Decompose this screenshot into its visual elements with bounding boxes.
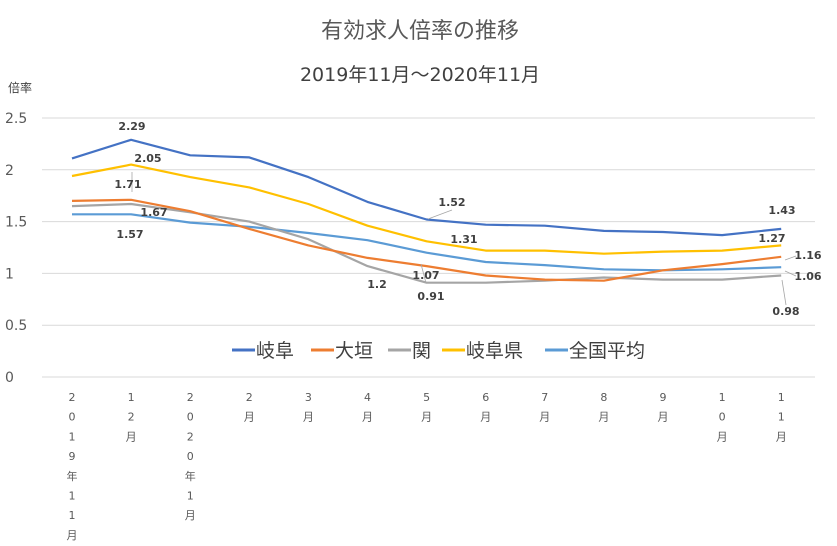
y-tick-label: 0 bbox=[5, 370, 14, 386]
series-line-3 bbox=[71, 163, 782, 255]
leader-line bbox=[784, 270, 797, 277]
data-label: 1.31 bbox=[450, 233, 477, 246]
data-label: 0.91 bbox=[417, 290, 444, 303]
legend-entry: 岐阜 bbox=[256, 340, 294, 362]
data-label: 1.43 bbox=[768, 204, 795, 217]
leader-line bbox=[427, 209, 453, 220]
y-axis-label: 倍率 bbox=[8, 80, 32, 95]
data-label: 1.27 bbox=[758, 232, 785, 245]
leader-line bbox=[420, 263, 427, 284]
data-label: 1.07 bbox=[412, 269, 439, 282]
y-tick-label: 1 bbox=[5, 266, 14, 282]
y-tick-label: 0.5 bbox=[5, 318, 27, 334]
data-label: 2.05 bbox=[134, 152, 161, 165]
data-label: 1.52 bbox=[438, 196, 465, 209]
y-tick-label: 2 bbox=[5, 163, 14, 179]
data-label: 1.16 bbox=[794, 249, 821, 262]
legend-entry: 大垣 bbox=[335, 340, 373, 362]
y-tick-label: 1.5 bbox=[5, 215, 27, 231]
legend-entry: 岐阜県 bbox=[466, 340, 523, 362]
leader-line bbox=[784, 255, 797, 261]
y-tick-label: 2.5 bbox=[5, 111, 27, 127]
series-line-0 bbox=[71, 138, 782, 237]
chart-subtitle: 2019年11月～2020年11月 bbox=[300, 64, 540, 86]
leader-line bbox=[781, 279, 787, 306]
legend-entry: 全国平均 bbox=[569, 340, 645, 362]
data-label: 1.67 bbox=[140, 206, 167, 219]
series-line-1 bbox=[71, 198, 782, 282]
data-label: 0.98 bbox=[772, 305, 799, 318]
data-label: 1.06 bbox=[794, 270, 821, 283]
chart-title: 有効求人倍率の推移 bbox=[321, 19, 519, 44]
legend-entry: 関 bbox=[412, 340, 431, 362]
data-label: 1.2 bbox=[367, 278, 387, 291]
data-label: 1.57 bbox=[116, 228, 143, 241]
data-label: 1.71 bbox=[114, 178, 141, 191]
data-label: 2.29 bbox=[118, 120, 145, 133]
